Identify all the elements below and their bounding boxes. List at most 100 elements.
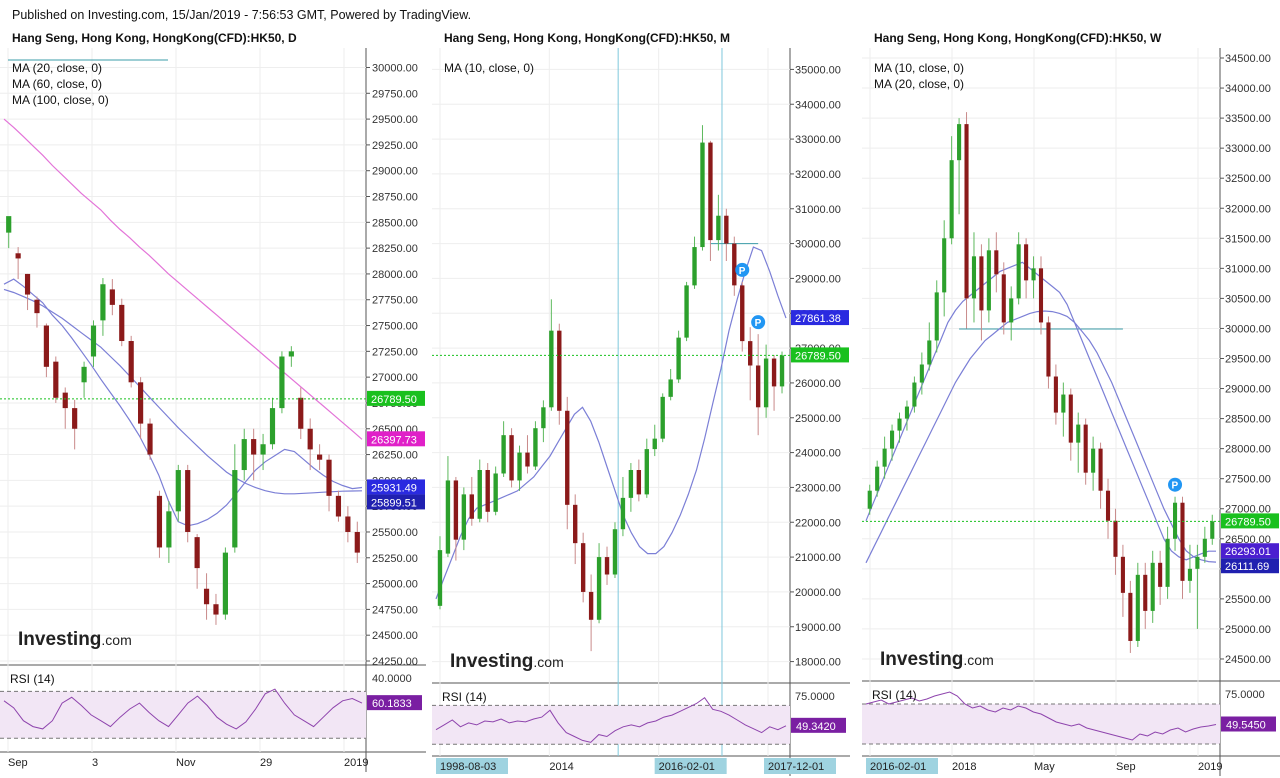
price-label-text: 26111.69: [1225, 561, 1269, 573]
y-tick-label: 34000.00: [1225, 83, 1271, 95]
candle-body: [1024, 244, 1029, 281]
candle-body: [251, 439, 257, 455]
candle-body: [684, 285, 689, 338]
y-tick-label: 24000.00: [795, 448, 841, 460]
y-tick-label: 27000.00: [1225, 504, 1271, 516]
candle-body: [138, 382, 144, 424]
candle-body: [724, 215, 729, 244]
candle-body: [213, 604, 219, 615]
y-tick-label: 34000.00: [795, 99, 841, 111]
candle-body: [1113, 520, 1118, 557]
logo-suffix: .com: [963, 652, 993, 668]
y-tick-label: 32500.00: [1225, 173, 1271, 185]
candle-body: [100, 284, 106, 321]
y-tick-label: 18000.00: [795, 657, 841, 669]
candle-body: [1083, 424, 1088, 473]
candle-body: [335, 495, 342, 517]
candle-body: [1098, 448, 1103, 491]
candle-body: [919, 364, 924, 383]
event-marker: [1168, 477, 1183, 492]
candle-body: [1172, 502, 1178, 539]
rsi-line: [865, 691, 1217, 741]
candle-body: [279, 356, 285, 409]
candle-body: [1001, 274, 1006, 323]
candle-body: [596, 557, 602, 620]
y-tick-label: 29250.00: [372, 140, 418, 152]
candle-body: [604, 557, 610, 575]
candle-body: [1076, 424, 1081, 443]
x-tick-highlight: [436, 758, 508, 774]
logo-suffix: .com: [533, 654, 563, 670]
y-tick-label: 29000.00: [372, 166, 418, 178]
y-tick-label: 21000.00: [795, 552, 841, 564]
candle-body: [1046, 322, 1051, 377]
rsi-line: [435, 696, 787, 743]
price-label-text: 26789.50: [371, 394, 417, 406]
y-tick-label: 29500.00: [372, 114, 418, 126]
legend-entry: MA (20, close, 0): [874, 77, 964, 91]
y-tick-label: 27500.00: [1225, 474, 1271, 486]
y-tick-label: 28000.00: [1225, 444, 1271, 456]
candle-body: [81, 366, 87, 383]
rsi-band: [432, 705, 790, 745]
candle-body: [326, 459, 332, 496]
x-tick-label: 3: [92, 757, 98, 769]
candle-body: [269, 408, 276, 445]
candle-body: [1016, 244, 1021, 299]
y-tick-label: 27750.00: [372, 295, 418, 307]
rsi-tick-label: 75.0000: [795, 691, 835, 703]
y-tick-label: 30000.00: [795, 239, 841, 251]
rsi-label: RSI (14): [10, 672, 55, 686]
rsi-value-text: 49.5450: [1226, 720, 1266, 732]
candle-body: [942, 238, 947, 293]
x-tick-label: 1998-08-03: [440, 761, 496, 773]
price-label-box: [367, 390, 425, 406]
x-tick-highlight: [866, 758, 938, 774]
candle-body: [317, 454, 323, 460]
candle-body: [612, 529, 618, 575]
candle-body: [927, 340, 932, 365]
y-tick-label: 26000.00: [795, 378, 841, 390]
logo-word: Investing: [880, 649, 963, 670]
chart-title: Hang Seng, Hong Kong, HongKong(CFD):HK50…: [444, 31, 730, 45]
candle-body: [779, 355, 785, 387]
y-tick-label: 33000.00: [1225, 143, 1271, 155]
candle-body: [668, 379, 673, 397]
candle-body: [971, 256, 977, 299]
candle-body: [517, 452, 522, 481]
y-tick-label: 26500.00: [1225, 534, 1271, 546]
candle-body: [541, 407, 546, 429]
price-label-text: 26397.73: [371, 434, 417, 446]
candle-body: [549, 330, 554, 408]
candle-body: [1210, 521, 1215, 539]
candle-body: [949, 160, 954, 239]
candle-body: [354, 531, 360, 553]
y-tick-label: 22000.00: [795, 517, 841, 529]
y-tick-label: 25000.00: [1225, 624, 1271, 636]
x-tick-label: Sep: [1116, 761, 1136, 773]
candle-body: [755, 365, 761, 408]
y-tick-label: 29750.00: [372, 88, 418, 100]
candle-body: [986, 250, 991, 311]
candle-body: [1128, 592, 1133, 641]
y-tick-label: 25250.00: [372, 553, 418, 565]
candle-body: [1180, 502, 1185, 581]
candle-body: [156, 495, 163, 548]
candle-body: [660, 396, 665, 439]
candle-body: [6, 216, 12, 233]
candle-body: [904, 406, 910, 419]
candle-body: [763, 358, 769, 408]
candle-body: [509, 435, 514, 481]
candle-body: [493, 473, 498, 512]
candle-body: [580, 543, 586, 592]
candle-body: [708, 142, 713, 241]
y-tick-label: 30500.00: [1225, 293, 1271, 305]
legend-entry: MA (100, close, 0): [12, 93, 109, 107]
event-marker-label: P: [755, 318, 762, 329]
event-marker: [735, 262, 750, 277]
y-tick-label: 27500.00: [372, 321, 418, 333]
candle-body: [501, 435, 506, 474]
price-label-box: [367, 431, 425, 447]
candle-body: [748, 341, 753, 366]
